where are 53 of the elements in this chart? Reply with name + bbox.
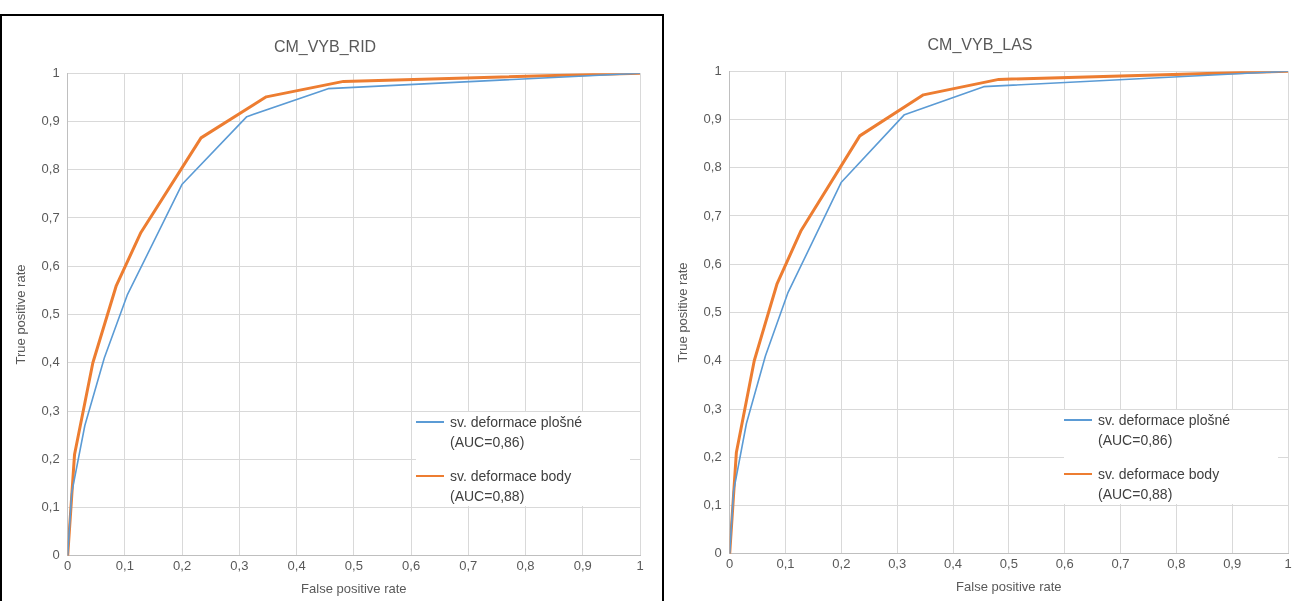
y-tick-label: 0,9 bbox=[703, 111, 722, 127]
x-tick-label: 0,9 bbox=[573, 558, 592, 574]
x-tick-label: 0,3 bbox=[230, 558, 249, 574]
legend-label: sv. deformace body (AUC=0,88) bbox=[450, 466, 573, 506]
y-tick-label: 0,7 bbox=[41, 209, 60, 225]
y-tick-label: 0,1 bbox=[41, 499, 60, 515]
y-tick-label: 0,8 bbox=[703, 159, 722, 175]
x-tick-label: 0,8 bbox=[1167, 556, 1186, 572]
x-tick-label: 0,2 bbox=[173, 558, 192, 574]
x-tick-label: 0 bbox=[64, 558, 72, 574]
x-tick-label: 0,6 bbox=[1055, 556, 1074, 572]
chart-title: CM_VYB_RID bbox=[273, 38, 377, 57]
chart-title: CM_VYB_LAS bbox=[927, 36, 1033, 55]
y-tick-label: 0,1 bbox=[703, 497, 722, 513]
y-tick-label: 0,2 bbox=[41, 450, 60, 466]
x-tick-label: 1 bbox=[1284, 556, 1292, 572]
y-tick-label: 0,2 bbox=[703, 448, 722, 464]
x-tick-label: 0,4 bbox=[943, 556, 963, 572]
y-tick-label: 0,5 bbox=[41, 306, 60, 322]
y-tick-label: 0,6 bbox=[41, 257, 60, 273]
y-tick-label: 0,9 bbox=[41, 113, 60, 129]
y-tick-label: 0 bbox=[714, 545, 722, 561]
x-tick-label: 0,9 bbox=[1223, 556, 1242, 572]
y-tick-label: 0,8 bbox=[41, 161, 60, 177]
y-tick-label: 0,4 bbox=[41, 354, 60, 370]
x-tick-label: 0,2 bbox=[832, 556, 851, 572]
x-tick-label: 0,6 bbox=[402, 558, 421, 574]
x-axis-title: False positive rate bbox=[956, 578, 1062, 594]
y-axis-title: True positive rate bbox=[675, 262, 691, 363]
x-tick-label: 0,7 bbox=[1111, 556, 1130, 572]
y-tick-label: 0,3 bbox=[703, 400, 722, 416]
y-tick-label: 0,6 bbox=[703, 255, 722, 271]
x-tick-label: 0,5 bbox=[344, 558, 363, 574]
y-tick-label: 1 bbox=[714, 62, 722, 78]
legend-label: sv. deformace body (AUC=0,88) bbox=[1098, 464, 1221, 504]
legend-label: sv. deformace plošné (AUC=0,86) bbox=[450, 412, 584, 452]
x-tick-label: 0,8 bbox=[516, 558, 535, 574]
y-tick-label: 0,3 bbox=[41, 402, 60, 418]
y-tick-label: 0,5 bbox=[703, 304, 722, 320]
x-tick-label: 0,7 bbox=[459, 558, 478, 574]
y-tick-label: 0,4 bbox=[703, 352, 722, 368]
y-tick-label: 1 bbox=[52, 64, 60, 80]
x-tick-label: 0,1 bbox=[115, 558, 134, 574]
y-axis-title: True positive rate bbox=[13, 264, 29, 365]
x-tick-label: 0,5 bbox=[999, 556, 1018, 572]
legend-label: sv. deformace plošné (AUC=0,86) bbox=[1098, 410, 1232, 450]
x-tick-label: 0 bbox=[726, 556, 734, 572]
x-tick-label: 0,4 bbox=[287, 558, 306, 574]
x-tick-label: 0,3 bbox=[888, 556, 907, 572]
x-tick-label: 1 bbox=[636, 558, 644, 574]
y-tick-label: 0,7 bbox=[703, 207, 722, 223]
x-axis-title: False positive rate bbox=[301, 580, 407, 596]
x-tick-label: 0,1 bbox=[776, 556, 795, 572]
